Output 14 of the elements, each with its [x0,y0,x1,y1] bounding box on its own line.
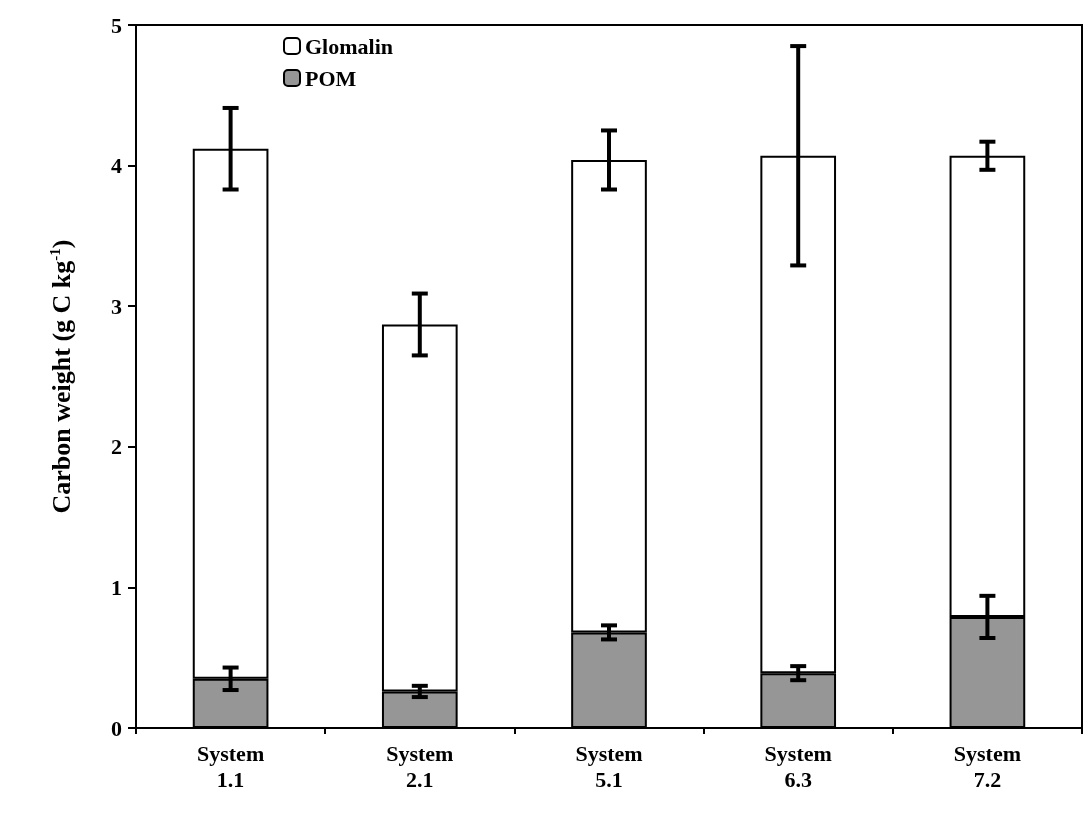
y-tick-label: 1 [111,574,122,600]
y-axis-title: Carbon weight (g C kg-1) [46,239,76,514]
x-tick-label: System 1.1 [196,740,265,792]
x-tick-label: System 7.2 [953,740,1022,792]
legend-label: Glomalin [305,33,394,59]
y-tick-label: 0 [111,715,122,741]
y-tick-label: 3 [111,293,122,319]
x-tick-label: System 2.1 [386,740,454,792]
y-tick-label: 4 [111,153,122,179]
legend-label: POM [305,65,357,91]
x-tick-label: System 5.1 [575,740,643,792]
y-tick-label: 2 [111,434,122,460]
x-tick-label: System 6.3 [764,740,832,792]
y-tick-label: 5 [111,12,122,38]
